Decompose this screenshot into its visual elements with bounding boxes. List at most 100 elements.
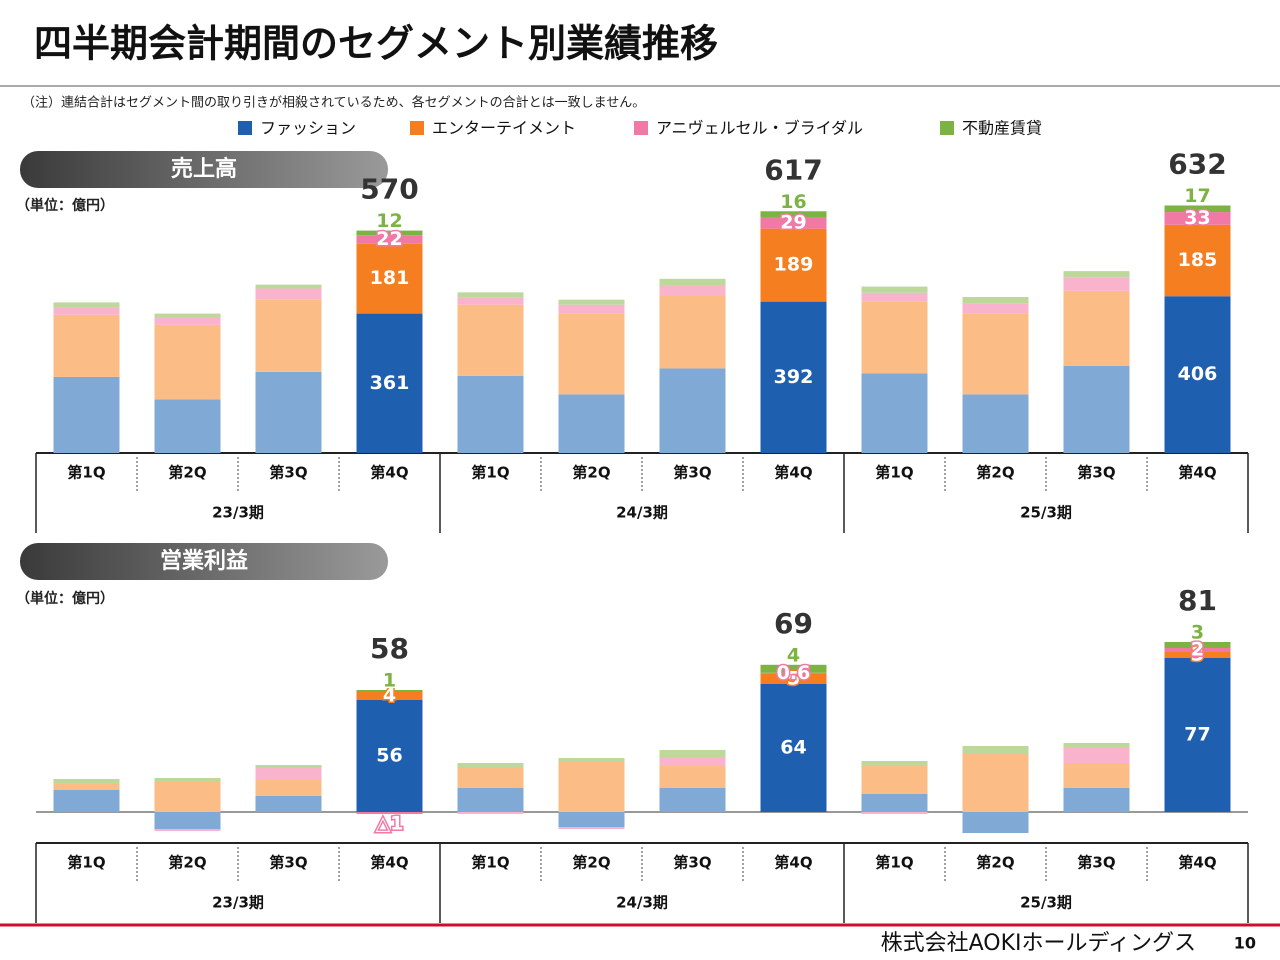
bar-segment	[154, 778, 221, 782]
bar-segment	[861, 761, 928, 766]
bar-segment	[154, 829, 221, 831]
bar-segment	[1164, 212, 1231, 225]
x-tick-label: 第2Q	[168, 464, 206, 482]
bar-segment	[53, 314, 120, 377]
value-label: 5	[787, 668, 800, 690]
legend-label: アニヴェルセル・ブライダル	[656, 119, 863, 138]
bar-segment	[356, 230, 423, 236]
bar-segment	[1063, 365, 1130, 453]
x-tick-label: 第2Q	[572, 854, 610, 872]
bar-segment	[558, 762, 625, 812]
value-label: 361	[370, 372, 410, 394]
bar-segment	[760, 664, 827, 673]
value-label: 33	[1184, 207, 1210, 229]
value-label: 2	[1191, 639, 1204, 661]
bar-segment	[558, 812, 625, 827]
bar-segment	[53, 779, 120, 783]
group-label: 23/3期	[212, 504, 264, 522]
x-tick-label: 第4Q	[1178, 464, 1216, 482]
bar-segment	[154, 399, 221, 453]
bar-segment	[861, 794, 928, 812]
value-label: 392	[774, 366, 814, 388]
bar-segment	[457, 375, 524, 453]
value-label: 12	[376, 210, 402, 232]
bar-segment	[255, 765, 322, 768]
bar-segment	[760, 301, 827, 453]
total-label: 570	[360, 173, 418, 206]
bar-segment	[457, 812, 524, 814]
bar-segment	[53, 790, 120, 812]
bar-segment	[760, 217, 827, 229]
x-tick-label: 第2Q	[976, 854, 1014, 872]
bar-segment	[457, 788, 524, 812]
bar-segment	[356, 700, 423, 812]
bar-segment	[861, 812, 928, 814]
bar-segment	[154, 782, 221, 812]
bar-segment	[255, 796, 322, 812]
bar-segment	[1063, 763, 1130, 788]
bar-segment	[1063, 271, 1130, 278]
group-label: 25/3期	[1020, 894, 1072, 912]
bar-segment	[457, 297, 524, 305]
value-label: 64	[780, 737, 806, 759]
value-label: 185	[1178, 249, 1218, 271]
bar-segment	[356, 243, 423, 314]
bar-segment	[1164, 205, 1231, 213]
legend-label: ファッション	[260, 119, 356, 138]
legend-swatch	[238, 121, 252, 135]
x-tick-label: 第2Q	[976, 464, 1014, 482]
bar-segment	[558, 313, 625, 395]
bar-segment	[760, 674, 827, 684]
bar-segment	[861, 286, 928, 293]
page-number: 10	[1234, 934, 1256, 953]
bar-segment	[760, 672, 827, 674]
bar-segment	[659, 285, 726, 296]
bar-segment	[861, 766, 928, 794]
bar-segment	[659, 788, 726, 812]
x-tick-label: 第3Q	[673, 854, 711, 872]
legend: ファッション エンターテイメント アニヴェルセル・ブライダル 不動産賃貸	[238, 119, 1042, 138]
bar-segment	[558, 299, 625, 305]
bar-segment	[356, 313, 423, 453]
x-tick-label: 第4Q	[774, 464, 812, 482]
x-tick-label: 第4Q	[774, 854, 812, 872]
legend-swatch	[634, 121, 648, 135]
bar-segment	[255, 299, 322, 372]
x-tick-label: 第3Q	[269, 854, 307, 872]
bar-segment	[861, 292, 928, 302]
bar-segment	[53, 376, 120, 453]
bar-segment	[457, 767, 524, 788]
bar-segment	[962, 812, 1029, 833]
value-label: 189	[774, 254, 814, 276]
bar-segment	[659, 295, 726, 369]
group-label: 25/3期	[1020, 504, 1072, 522]
x-tick-label: 第4Q	[370, 854, 408, 872]
company: 株式会社AOKIホールディングス	[881, 931, 1196, 956]
bar-segment	[760, 228, 827, 302]
bar-segment	[659, 278, 726, 286]
bar-segment	[356, 235, 423, 244]
bar-segment	[154, 324, 221, 400]
bar-segment	[760, 211, 827, 218]
bar-segment	[1063, 290, 1130, 366]
bar-segment	[1063, 788, 1130, 812]
bar-segment	[457, 304, 524, 376]
legend-label: エンターテイメント	[432, 119, 576, 138]
unit: （単位：億円）	[16, 590, 114, 607]
value-label: 29	[780, 212, 806, 234]
bar-segment	[255, 371, 322, 453]
bar-segment	[356, 692, 423, 700]
x-tick-label: 第1Q	[471, 854, 509, 872]
x-tick-label: 第3Q	[1077, 464, 1115, 482]
legend-swatch	[940, 121, 954, 135]
bar-segment	[1164, 642, 1231, 648]
bar-segment	[1063, 743, 1130, 748]
group-label: 23/3期	[212, 894, 264, 912]
bar-segment	[154, 812, 221, 829]
bar-segment	[356, 690, 423, 692]
value-label: 3	[1191, 644, 1204, 666]
bar-segment	[356, 812, 423, 814]
x-tick-label: 第4Q	[1178, 854, 1216, 872]
x-tick-label: 第3Q	[1077, 854, 1115, 872]
group-label: 24/3期	[616, 894, 668, 912]
